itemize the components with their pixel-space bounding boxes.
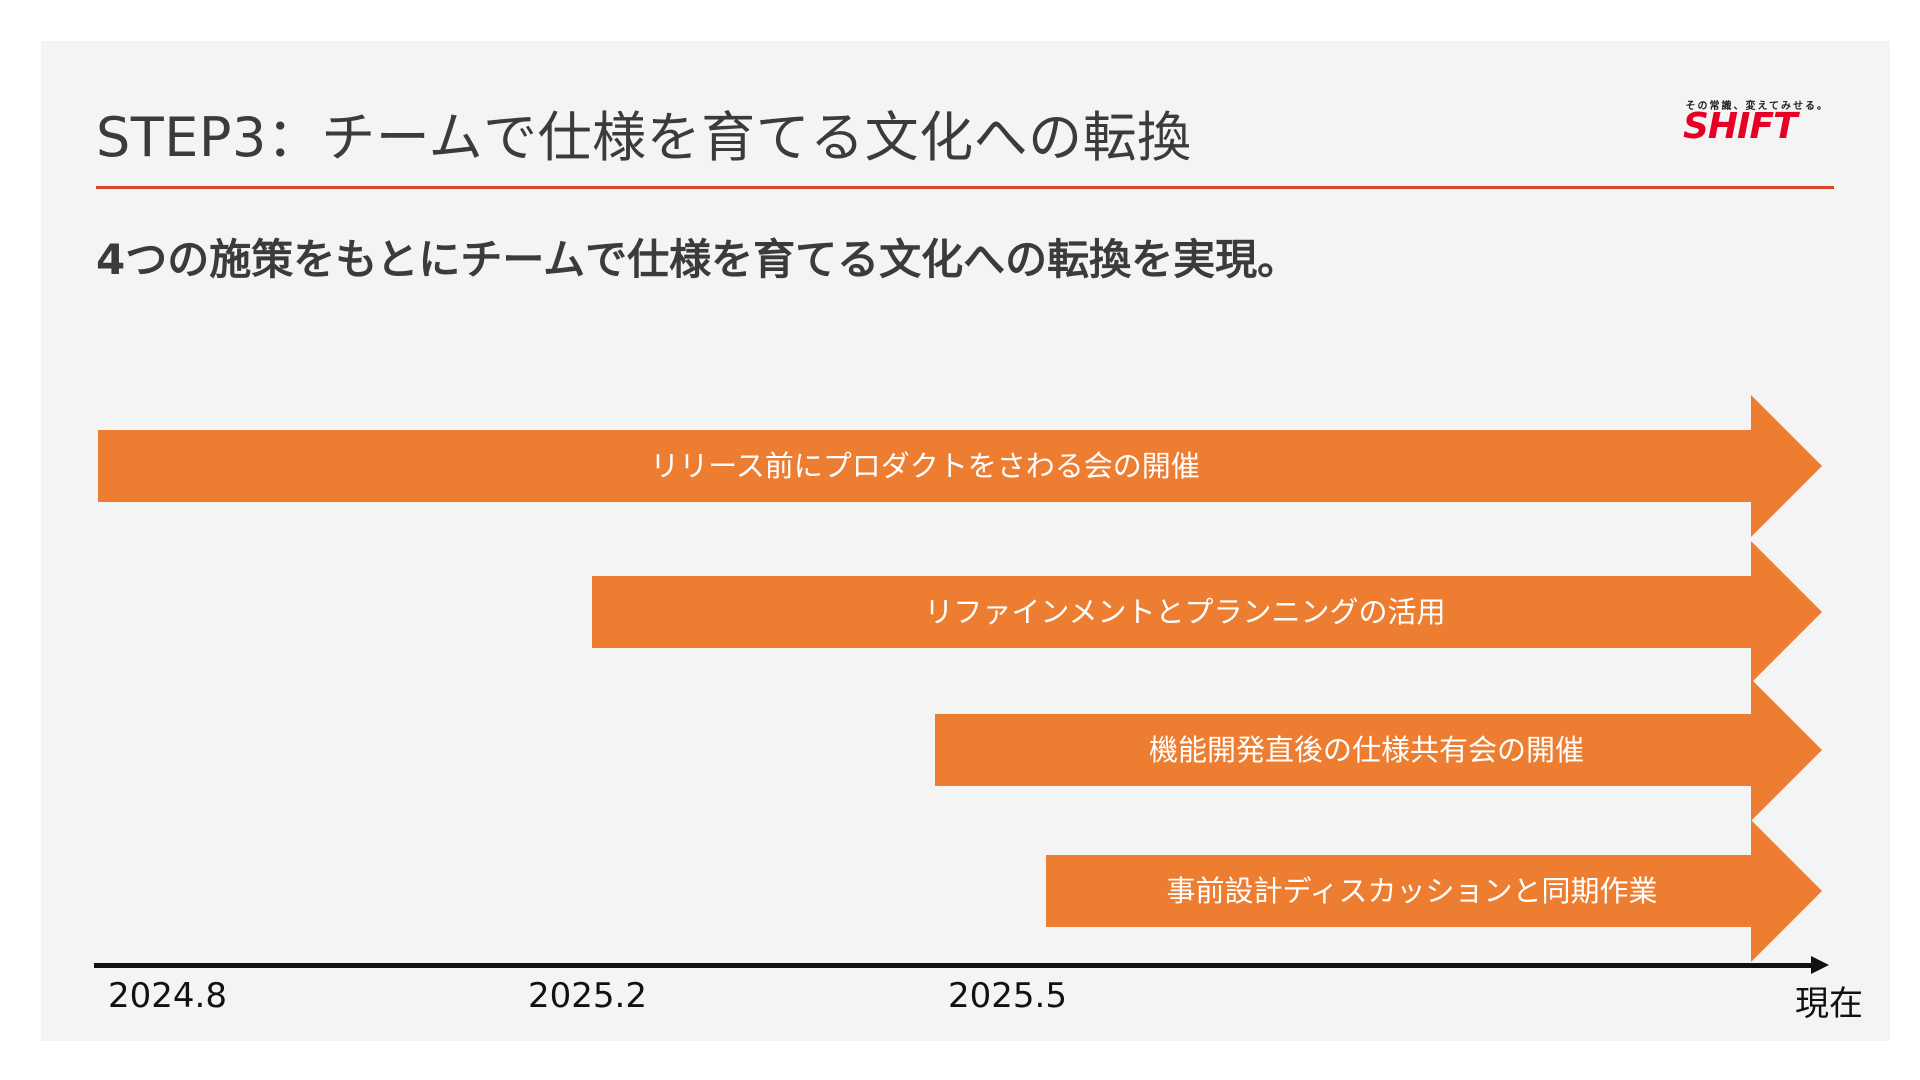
logo-tagline: その常識、変えてみせる。 xyxy=(1685,101,1829,112)
arrow-shaft xyxy=(1046,855,1752,927)
title-divider xyxy=(96,186,1834,189)
arrow-shaft xyxy=(592,576,1752,648)
slide-subtitle: 4つの施策をもとにチームで仕様を育てる文化への転換を実現。 xyxy=(96,235,1300,284)
logo-wordmark: SHIFT xyxy=(1683,106,1798,147)
initiative-label: リリース前にプロダクトをさわる会の開催 xyxy=(650,449,1200,483)
timeline-axis-arrowhead xyxy=(1811,956,1829,974)
arrow-head xyxy=(1751,679,1822,821)
arrow-shaft xyxy=(98,430,1752,502)
initiative-label: 事前設計ディスカッションと同期作業 xyxy=(1166,874,1658,908)
initiative-arrow-2: リファインメントとプランニングの活用 xyxy=(592,541,1822,683)
timeline-axis xyxy=(94,963,1814,968)
arrow-shaft xyxy=(935,714,1752,786)
arrow-head xyxy=(1751,820,1822,962)
axis-label-2024-8: 2024.8 xyxy=(108,976,227,1016)
slide: STEP3：チームで仕様を育てる文化への転換 その常識、変えてみせる。 SHIF… xyxy=(41,41,1890,1041)
page-title: STEP3：チームで仕様を育てる文化への転換 xyxy=(96,106,1192,169)
shift-logo: その常識、変えてみせる。 SHIFT xyxy=(1681,97,1841,157)
initiative-label: リファインメントとプランニングの活用 xyxy=(924,595,1446,629)
axis-label-2025-5: 2025.5 xyxy=(948,976,1067,1016)
axis-label-2025-2: 2025.2 xyxy=(528,976,647,1016)
initiative-arrow-1: リリース前にプロダクトをさわる会の開催 xyxy=(98,395,1822,537)
initiative-label: 機能開発直後の仕様共有会の開催 xyxy=(1148,733,1584,767)
arrow-head xyxy=(1751,395,1822,537)
axis-label-now: 現在 xyxy=(1795,984,1863,1024)
initiative-arrow-4: 事前設計ディスカッションと同期作業 xyxy=(1046,820,1822,962)
arrow-head xyxy=(1751,541,1822,683)
initiative-arrow-3: 機能開発直後の仕様共有会の開催 xyxy=(935,679,1822,821)
